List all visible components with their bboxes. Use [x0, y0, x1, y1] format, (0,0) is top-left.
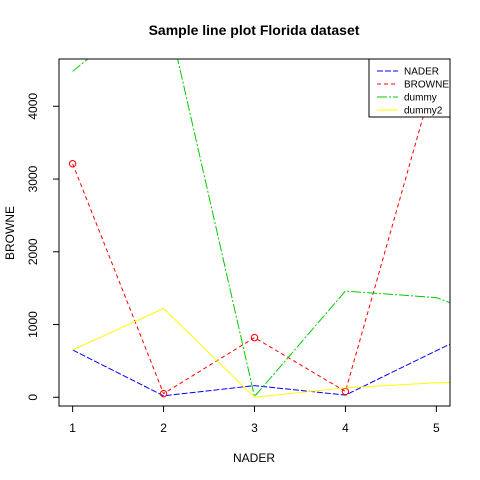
data-point-browne	[68, 160, 77, 168]
x-tick-label: 3	[251, 421, 258, 435]
x-axis: 1 2 3 4 5	[69, 406, 440, 435]
y-tick-label: 3000	[26, 165, 40, 192]
x-tick-label: 2	[160, 421, 167, 435]
y-tick-label: 0	[26, 394, 40, 401]
y-tick-label: 1000	[26, 311, 40, 338]
data-point-browne	[159, 389, 168, 398]
y-tick-label: 2000	[26, 238, 40, 265]
series-line-nader	[72, 343, 450, 397]
x-tick-label: 1	[69, 421, 76, 435]
y-axis: 0 1000 2000 3000 4000	[26, 93, 59, 401]
y-axis-label: BROWNE	[3, 206, 17, 260]
legend-label-browne: BROWNE	[404, 80, 449, 91]
legend-label-nader: NADER	[404, 67, 439, 78]
legend-label-dummy2: dummy2	[404, 106, 443, 117]
chart-title: Sample line plot Florida dataset	[149, 22, 360, 38]
data-point-browne	[250, 333, 259, 342]
legend: NADER BROWNE dummy dummy2	[368, 58, 451, 118]
series-line-dummy	[72, 59, 450, 398]
legend-box	[368, 58, 451, 118]
y-tick-label: 4000	[26, 93, 40, 120]
x-tick-label: 4	[342, 421, 349, 435]
series-line-browne	[72, 59, 440, 395]
x-tick-label: 5	[433, 421, 440, 435]
x-axis-label: NADER	[233, 451, 275, 465]
legend-label-dummy: dummy	[404, 93, 437, 104]
series-line-dummy2	[72, 307, 450, 398]
data-point-browne	[341, 387, 350, 396]
series-layer	[68, 59, 450, 398]
